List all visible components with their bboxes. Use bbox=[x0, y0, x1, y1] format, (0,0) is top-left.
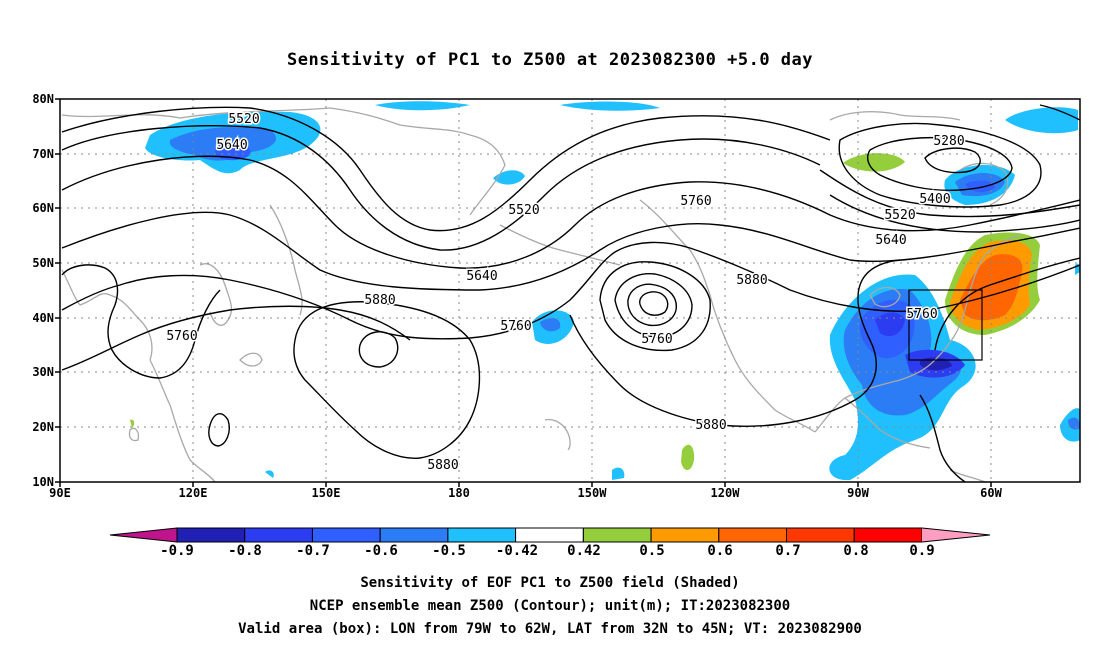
lat-label: 30N bbox=[32, 365, 54, 379]
contour-label: 5280 bbox=[933, 134, 964, 149]
contour-label: 5880 bbox=[695, 418, 726, 433]
sensitivity-shading bbox=[130, 101, 1080, 481]
contour-label: 5760 bbox=[680, 194, 711, 209]
contour-label: 5760 bbox=[166, 329, 197, 344]
lon-label: 120W bbox=[710, 486, 740, 500]
lat-label: 10N bbox=[32, 475, 54, 489]
colorbar-cell bbox=[447, 527, 517, 543]
colorbar-label: -0.5 bbox=[432, 543, 466, 559]
colorbar-label: 0.42 bbox=[567, 543, 601, 559]
contour-label: 5520 bbox=[884, 208, 915, 223]
lat-label: 40N bbox=[32, 311, 54, 325]
colorbar-cell bbox=[582, 527, 652, 543]
contour-label: 5880 bbox=[427, 458, 458, 473]
coastlines bbox=[61, 107, 1021, 482]
plot-title: Sensitivity of PC1 to Z500 at 2023082300… bbox=[286, 50, 813, 70]
lon-label: 90W bbox=[847, 486, 869, 500]
colorbar-cell bbox=[379, 527, 449, 543]
lat-label: 20N bbox=[32, 420, 54, 434]
caption-shading: Sensitivity of EOF PC1 to Z500 field (Sh… bbox=[360, 575, 740, 591]
contour-label: 5880 bbox=[364, 293, 395, 308]
colorbar-label: -0.6 bbox=[364, 543, 398, 559]
lon-label: 180 bbox=[448, 486, 470, 500]
colorbar-high-end bbox=[922, 528, 990, 542]
colorbar-label: -0.42 bbox=[495, 543, 539, 559]
colorbar-cell bbox=[853, 527, 923, 543]
colorbar-low-end bbox=[110, 528, 177, 542]
axis-ticks bbox=[55, 98, 992, 487]
contour-label: 5640 bbox=[466, 269, 497, 284]
contour-label: 5400 bbox=[919, 192, 950, 207]
contour-label: 5760 bbox=[906, 307, 937, 322]
lon-label: 150E bbox=[311, 486, 341, 500]
colorbar bbox=[109, 527, 991, 543]
map-frame bbox=[59, 98, 1081, 483]
contour-label: 5640 bbox=[216, 138, 247, 153]
colorbar-label: 0.8 bbox=[843, 543, 869, 559]
caption-valid-area: Valid area (box): LON from 79W to 62W, L… bbox=[238, 621, 862, 637]
contour-label: 5880 bbox=[736, 273, 767, 288]
colorbar-cell bbox=[718, 527, 787, 543]
colorbar-label: 0.7 bbox=[775, 543, 801, 559]
colorbar-label: -0.7 bbox=[296, 543, 330, 559]
colorbar-cell bbox=[515, 527, 584, 543]
colorbar-cell bbox=[650, 527, 720, 543]
lon-label: 90E bbox=[49, 486, 71, 500]
lat-label: 80N bbox=[32, 92, 54, 106]
contour-label: 5760 bbox=[500, 319, 531, 334]
colorbar-label: -0.9 bbox=[160, 543, 194, 559]
colorbar-cell bbox=[786, 527, 855, 543]
valid-area-box bbox=[908, 289, 983, 361]
contour-labels: 5520 5640 5520 5760 5640 5760 5880 5760 … bbox=[165, 111, 966, 475]
colorbar-cell bbox=[244, 527, 313, 543]
contour-label: 5760 bbox=[641, 332, 672, 347]
colorbar-label: 0.9 bbox=[909, 543, 935, 559]
lat-label: 70N bbox=[32, 147, 54, 161]
colorbar-label: 0.5 bbox=[639, 543, 665, 559]
contour-label: 5520 bbox=[508, 203, 539, 218]
lon-label: 60W bbox=[980, 486, 1002, 500]
colorbar-label: 0.6 bbox=[707, 543, 733, 559]
lat-label: 60N bbox=[32, 201, 54, 215]
colorbar-cell bbox=[176, 527, 246, 543]
contour-label: 5640 bbox=[875, 233, 906, 248]
caption-contour: NCEP ensemble mean Z500 (Contour); unit(… bbox=[309, 598, 791, 614]
lon-label: 150W bbox=[577, 486, 607, 500]
z500-contours bbox=[61, 104, 1080, 482]
contour-label: 5520 bbox=[228, 112, 259, 127]
colorbar-cell bbox=[312, 527, 381, 543]
lon-label: 120E bbox=[178, 486, 208, 500]
lat-label: 50N bbox=[32, 256, 54, 270]
colorbar-label: -0.8 bbox=[228, 543, 262, 559]
